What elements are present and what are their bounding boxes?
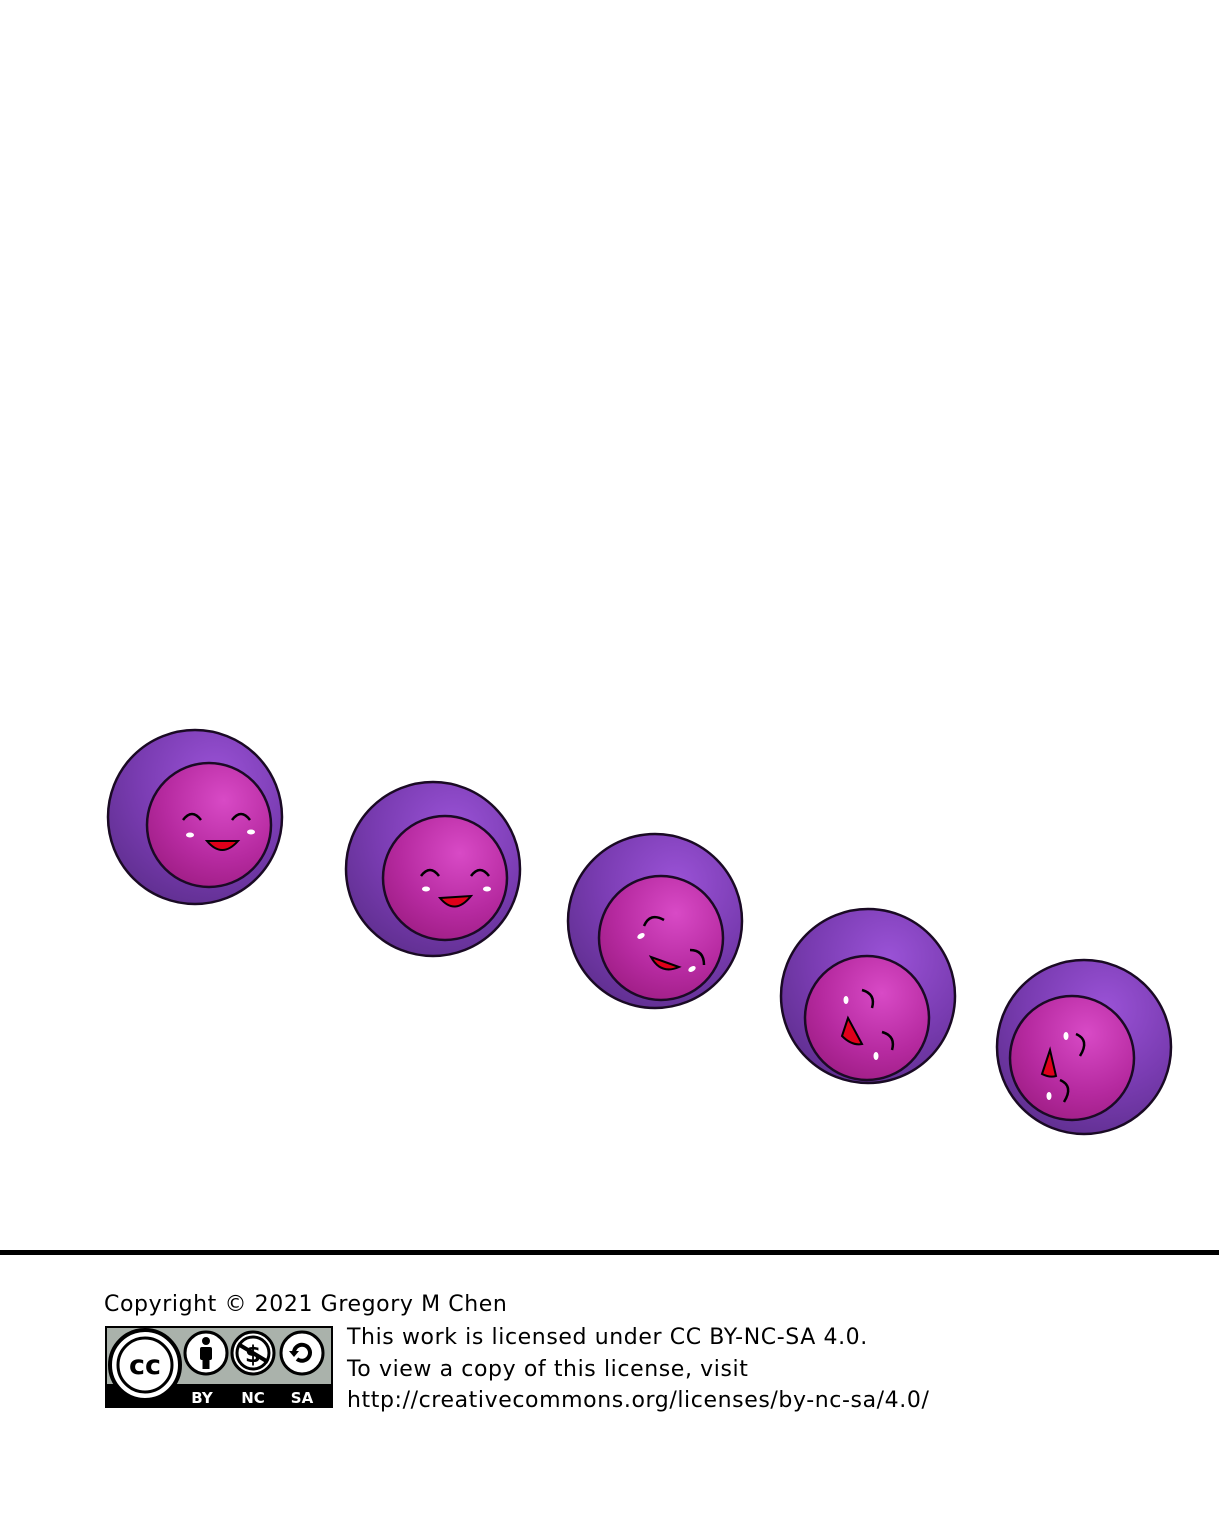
- footer-divider: [0, 1250, 1219, 1255]
- license-line-2: To view a copy of this license, visit: [347, 1356, 749, 1382]
- license-text: This work is licensed under CC BY-NC-SA …: [347, 1322, 929, 1417]
- face-5: [995, 958, 1173, 1136]
- badge-nc-label: NC: [241, 1389, 265, 1407]
- share-alike-icon: [279, 1330, 325, 1376]
- license-url[interactable]: http://creativecommons.org/licenses/by-n…: [347, 1388, 930, 1413]
- face-1: [106, 728, 284, 906]
- noncommercial-icon: $: [230, 1330, 276, 1376]
- badge-by-label: BY: [191, 1389, 214, 1407]
- attribution-icon: [183, 1330, 229, 1376]
- cc-icon: cc: [108, 1328, 182, 1402]
- rolling-faces-illustration: [106, 728, 1173, 1136]
- copyright-notice: Copyright © 2021 Gregory M Chen: [104, 1292, 508, 1317]
- face-3: [566, 832, 744, 1010]
- face-4: [779, 907, 957, 1085]
- badge-sa-label: SA: [291, 1389, 314, 1407]
- cc-by-nc-sa-badge[interactable]: cc $ BY NC SA: [105, 1326, 333, 1408]
- license-line-1: This work is licensed under CC BY-NC-SA …: [347, 1325, 868, 1350]
- face-2: [344, 780, 522, 958]
- cc-text: cc: [129, 1350, 161, 1381]
